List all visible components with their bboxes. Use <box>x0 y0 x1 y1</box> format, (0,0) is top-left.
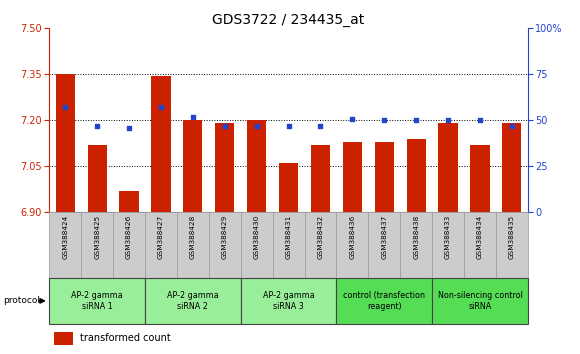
Text: GSM388428: GSM388428 <box>190 215 196 259</box>
Bar <box>183 120 202 212</box>
Text: protocol: protocol <box>3 296 40 306</box>
Text: GSM388434: GSM388434 <box>477 215 483 259</box>
Bar <box>304 212 336 278</box>
Bar <box>336 212 368 278</box>
Bar <box>279 163 298 212</box>
Bar <box>81 212 113 278</box>
Bar <box>470 145 490 212</box>
Point <box>220 123 230 129</box>
Text: GSM388432: GSM388432 <box>317 215 324 259</box>
Point <box>93 123 102 129</box>
Bar <box>273 212 304 278</box>
Bar <box>464 212 496 278</box>
Bar <box>49 278 145 324</box>
Bar <box>145 278 241 324</box>
Text: GSM388429: GSM388429 <box>222 215 228 259</box>
Point <box>61 105 70 110</box>
Bar <box>56 74 75 212</box>
Point <box>443 118 452 123</box>
Bar <box>241 278 336 324</box>
Bar <box>502 124 521 212</box>
Text: GSM388430: GSM388430 <box>253 215 260 259</box>
Text: GSM388436: GSM388436 <box>349 215 356 259</box>
Text: GSM388431: GSM388431 <box>285 215 292 259</box>
Title: GDS3722 / 234435_at: GDS3722 / 234435_at <box>212 13 365 27</box>
Text: control (transfection
reagent): control (transfection reagent) <box>343 291 425 310</box>
Text: AP-2 gamma
siRNA 3: AP-2 gamma siRNA 3 <box>263 291 314 310</box>
Text: GSM388426: GSM388426 <box>126 215 132 259</box>
Bar <box>209 212 241 278</box>
Bar <box>119 191 139 212</box>
Point <box>188 114 197 120</box>
Text: GSM388435: GSM388435 <box>509 215 515 259</box>
Bar <box>241 212 273 278</box>
Text: Non-silencing control
siRNA: Non-silencing control siRNA <box>437 291 523 310</box>
Bar <box>177 212 209 278</box>
Point <box>156 105 166 110</box>
Bar <box>432 278 528 324</box>
Bar <box>432 212 464 278</box>
Bar <box>151 76 171 212</box>
Bar <box>88 145 107 212</box>
Point <box>124 125 133 131</box>
Bar <box>336 278 432 324</box>
Point <box>252 123 261 129</box>
Text: GSM388427: GSM388427 <box>158 215 164 259</box>
Text: GSM388438: GSM388438 <box>413 215 419 259</box>
Bar <box>375 142 394 212</box>
Bar <box>145 212 177 278</box>
Text: GSM388425: GSM388425 <box>94 215 100 259</box>
Bar <box>496 212 528 278</box>
Point <box>316 123 325 129</box>
Bar <box>247 120 266 212</box>
Text: AP-2 gamma
siRNA 2: AP-2 gamma siRNA 2 <box>167 291 219 310</box>
Text: transformed count: transformed count <box>81 333 171 343</box>
Text: AP-2 gamma
siRNA 1: AP-2 gamma siRNA 1 <box>71 291 123 310</box>
Text: GSM388424: GSM388424 <box>62 215 68 259</box>
Bar <box>311 145 330 212</box>
Bar <box>343 142 362 212</box>
Point <box>348 116 357 121</box>
Bar <box>49 212 81 278</box>
Point <box>476 118 485 123</box>
Bar <box>113 212 145 278</box>
Bar <box>54 332 73 345</box>
Point <box>412 118 421 123</box>
Point <box>284 123 293 129</box>
Bar <box>215 124 234 212</box>
Point <box>379 118 389 123</box>
Text: GSM388433: GSM388433 <box>445 215 451 259</box>
Bar <box>438 124 458 212</box>
Point <box>507 123 517 129</box>
Text: GSM388437: GSM388437 <box>381 215 387 259</box>
Bar <box>368 212 400 278</box>
Bar <box>400 212 432 278</box>
Bar <box>407 139 426 212</box>
